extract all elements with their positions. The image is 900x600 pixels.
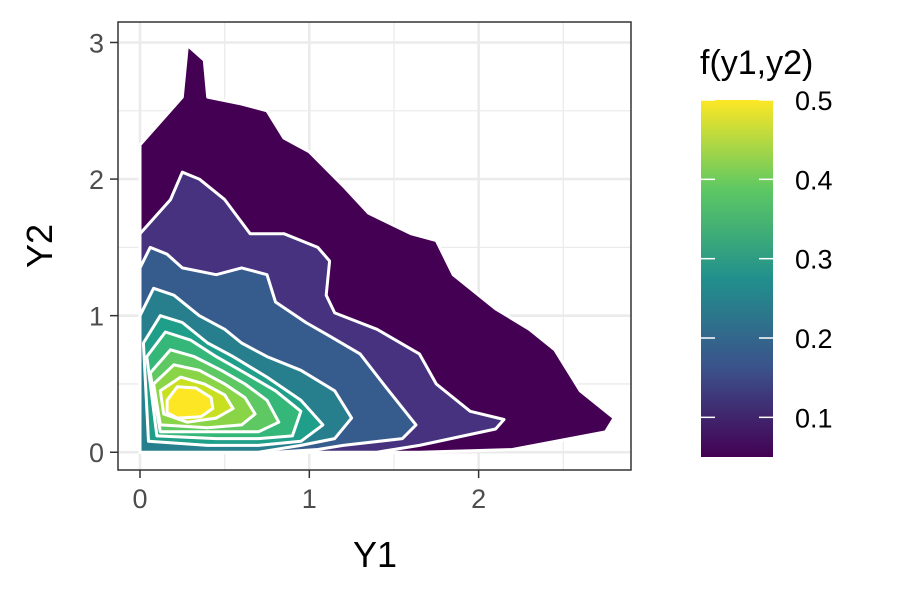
x-tick-label: 2	[471, 484, 486, 514]
x-tick-label: 1	[302, 484, 317, 514]
plot-panel-border	[117, 21, 632, 471]
y-tick-label: 1	[89, 302, 104, 332]
y-tick-label: 2	[89, 165, 104, 195]
colorbar-label: 0.1	[795, 403, 833, 433]
axes: 0 1 2 0 1 2 3	[89, 28, 486, 514]
colorbar-label: 0.4	[795, 165, 833, 195]
y-tick-label: 3	[89, 28, 104, 58]
contour-band	[165, 385, 215, 420]
legend-title: f(y1,y2)	[700, 44, 813, 82]
colorbar-ticks: 0.1 0.2 0.3 0.4 0.5	[701, 86, 833, 433]
colorbar-label: 0.2	[795, 324, 833, 354]
y-tick-label: 0	[89, 438, 104, 468]
colorbar-label: 0.3	[795, 245, 833, 275]
x-axis-title: Y1	[353, 534, 397, 575]
x-tick-label: 0	[132, 484, 147, 514]
y-axis-title: Y2	[19, 224, 60, 268]
colorbar-legend: f(y1,y2) 0.1 0.2 0.3 0.4 0.5	[700, 44, 833, 457]
colorbar-label: 0.5	[795, 86, 833, 116]
contour-fills	[138, 43, 616, 454]
colorbar	[701, 100, 773, 457]
